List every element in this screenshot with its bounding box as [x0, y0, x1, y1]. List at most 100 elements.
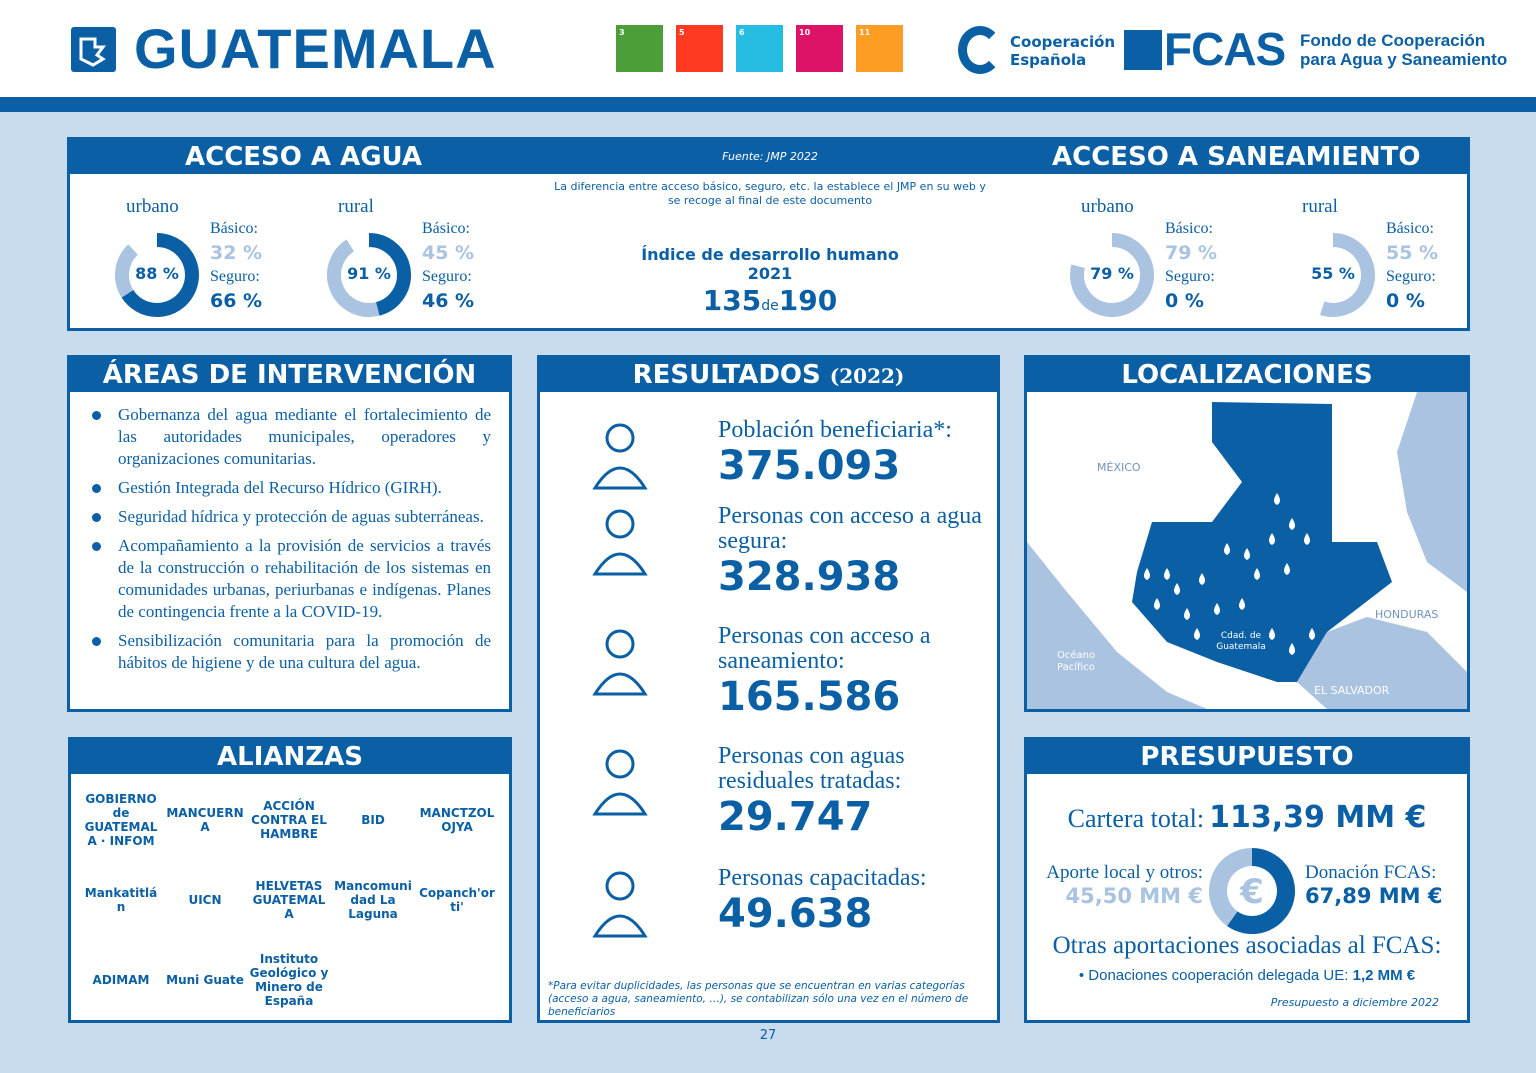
result-value: 29.747: [718, 794, 873, 840]
jmp-note: La diferencia entre acceso básico, segur…: [554, 180, 986, 207]
fcas-logo: FCAS: [1164, 23, 1286, 75]
water-drop-recycle-icon: [592, 749, 648, 816]
water-access-title: ACCESO A AGUA: [185, 142, 422, 172]
euro-icon: €: [1239, 872, 1264, 912]
idh-ranking: 135de190: [702, 284, 838, 317]
el-salvador-honduras: [1297, 617, 1467, 709]
budget-total: Cartera total: 113,39 MM €: [1067, 800, 1427, 835]
safe-label: Seguro:: [422, 268, 472, 285]
partner-logo: ADIMAM: [92, 973, 150, 987]
total-pct: 79 %: [1090, 264, 1134, 283]
sdg-11-icon: 11: [856, 25, 903, 72]
sdg-3-icon: 3: [616, 25, 663, 72]
basic-pct: 32 %: [210, 242, 263, 264]
partner-logo: UICN: [188, 893, 222, 907]
areas-panel: ÁREAS DE INTERVENCIÓN Gobernanza del agu…: [67, 355, 512, 712]
alliances-panel: ALIANZAS GOBIERNO de GUATEMALA · INFOM MA…: [68, 737, 512, 1023]
result-value: 165.586: [718, 674, 901, 720]
partner-logo: Muni Guate: [166, 973, 244, 987]
partner-logo: MANCUERNA: [166, 806, 244, 834]
basic-pct: 55 %: [1386, 242, 1439, 264]
label-ocean: Océano Pacífico: [1057, 650, 1096, 673]
partner-logo: BID: [361, 813, 385, 827]
area-item: Sensibilización comunitaria para la prom…: [70, 630, 491, 674]
label-el-salvador: EL SALVADOR: [1314, 684, 1390, 697]
basic-pct: 79 %: [1165, 242, 1218, 264]
guatemala-territory: [1132, 402, 1392, 682]
location-drop: [1199, 573, 1205, 585]
caribbean: [1397, 392, 1467, 592]
location-drop: [1164, 568, 1170, 580]
map-panel: LOCALIZACIONES MÉXICO HONDURAS EL SALVAD…: [1024, 355, 1470, 712]
total-pct: 91 %: [347, 264, 391, 283]
partner-logo: Copanch'orti': [419, 886, 495, 914]
location-drop: [1289, 518, 1295, 530]
basic-arc: [1070, 233, 1154, 317]
basic-label: Básico:: [210, 220, 258, 237]
result-label: Personas con aguas residuales tratadas:: [718, 743, 905, 794]
fcas-arc: [1227, 848, 1295, 934]
location-drop: [1289, 643, 1295, 655]
budget-note: Presupuesto a diciembre 2022: [1270, 996, 1439, 1009]
location-drop: [1254, 568, 1260, 580]
others-title: Otras aportaciones asociadas al FCAS:: [1052, 932, 1442, 959]
basic-arc: [1320, 233, 1375, 317]
safe-label: Seguro:: [210, 268, 260, 285]
budget-donut-chart: €: [1209, 848, 1295, 934]
alliances-title: ALIANZAS: [71, 740, 509, 774]
location-drop: [1194, 628, 1200, 640]
result-label: Población beneficiaria*:: [718, 417, 952, 443]
result-value: 49.638: [718, 891, 873, 937]
access-donut: [1320, 233, 1375, 317]
fcas-value: 67,89 MM €: [1305, 884, 1443, 908]
sanitation-access-title: ACCESO A SANEAMIENTO: [1052, 142, 1421, 172]
basic-label: Básico:: [1386, 220, 1434, 237]
location-drop: [1304, 533, 1310, 545]
cooperacion-espanola-name: Cooperación Española: [1010, 33, 1116, 69]
access-donut: [327, 233, 411, 317]
safe-pct: 66 %: [210, 290, 263, 312]
header: GUATEMALA 3 5 6 10 11 Cooperación Española FC…: [0, 0, 1536, 97]
partner-logo: ACCIÓN CONTRA EL HAMBRE: [251, 799, 327, 841]
sdg-5-icon: 5: [676, 25, 723, 72]
cooperacion-espanola-logo-icon: [958, 26, 1002, 74]
area-label: urbano: [126, 196, 179, 217]
fcas-label: Donación FCAS:: [1305, 862, 1437, 883]
location-drop: [1154, 598, 1160, 610]
pacific-ocean: [1027, 542, 1207, 709]
sdg-10-icon: 10: [796, 25, 843, 72]
guatemala-map: [1027, 392, 1467, 709]
partner-logo: Instituto Geológico y Minero de España: [249, 952, 329, 1008]
access-donut: [1070, 233, 1154, 317]
result-value: 328.938: [718, 554, 901, 600]
area-item: Acompañamiento a la provisión de servici…: [70, 535, 491, 623]
partner-logo: Mancomunidad La Laguna: [334, 879, 412, 921]
local-arc: [1209, 848, 1253, 926]
area-item: Seguridad hídrica y protección de aguas …: [70, 506, 491, 528]
safe-arc: [368, 233, 411, 316]
area-item: Gestión Integrada del Recurso Hídrico (G…: [70, 477, 491, 499]
local-value: 45,50 MM €: [1065, 884, 1203, 908]
location-drop: [1274, 493, 1280, 505]
pipe-icon: [592, 629, 648, 696]
area-label: rural: [338, 196, 374, 217]
results-title: RESULTADOS (2022): [540, 358, 997, 392]
basic-arc: [115, 244, 139, 298]
location-drop: [1214, 603, 1220, 615]
partner-logo: HELVETAS GUATEMALA: [252, 879, 326, 921]
basic-label: Básico:: [422, 220, 470, 237]
safe-label: Seguro:: [1165, 268, 1215, 285]
safe-pct: 46 %: [422, 290, 475, 312]
label-capital: Cdad. de Guatemala: [1216, 631, 1266, 652]
map-title: LOCALIZACIONES: [1027, 358, 1467, 392]
total-pct: 88 %: [135, 264, 179, 283]
safe-pct: 0 %: [1386, 290, 1425, 312]
location-drop: [1269, 533, 1275, 545]
results-footnote: *Para evitar duplicidades, las personas …: [548, 980, 969, 1018]
partner-logo: GOBIERNO de GUATEMALA · INFOM: [84, 792, 158, 848]
result-label: Personas con acceso a agua segura:: [718, 503, 982, 554]
areas-list: Gobernanza del agua mediante el fortalec…: [70, 392, 509, 674]
areas-title: ÁREAS DE INTERVENCIÓN: [70, 358, 509, 392]
others-item: • Donaciones cooperación delegada UE: 1,…: [1078, 967, 1416, 984]
label-honduras: HONDURAS: [1375, 608, 1439, 621]
